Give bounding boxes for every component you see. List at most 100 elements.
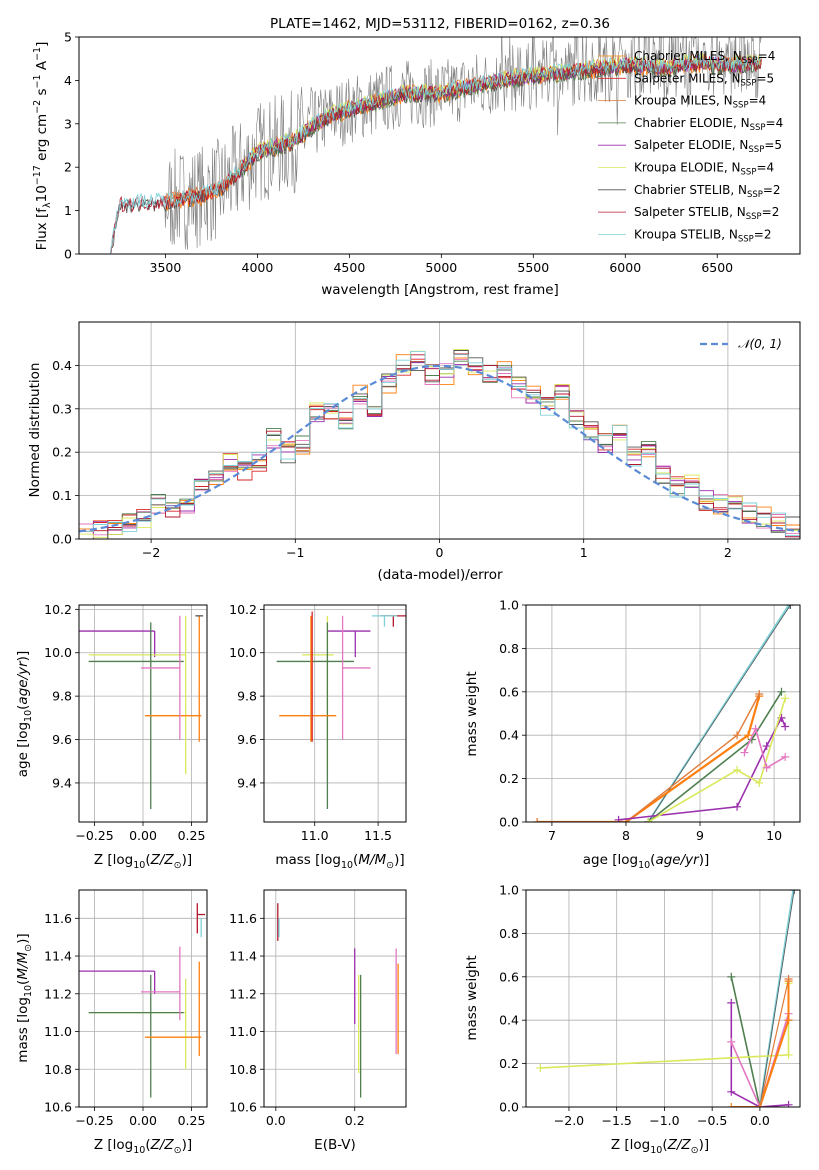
legend-label: Kroupa MILES, N xyxy=(634,94,733,108)
age-vs-Z-plot-area xyxy=(79,605,207,822)
legend-label: Chabrier ELODIE, N xyxy=(634,116,750,130)
y-tick-label: 1.0 xyxy=(499,598,519,613)
point-marker xyxy=(733,802,742,811)
legend-sub: SSP xyxy=(748,145,764,155)
label-part: ⊙ xyxy=(386,860,394,871)
legend-label: Salpeter MILES, N xyxy=(634,71,741,85)
legend-entry: Chabrier MILES, NSSP=4 xyxy=(634,49,775,66)
x-axis-label: (data-model)/error xyxy=(377,567,503,583)
y-axis-label: mass weight xyxy=(464,955,480,1040)
y-tick-label: 0.2 xyxy=(499,771,519,786)
y-tick-label: 11.0 xyxy=(229,1024,257,1039)
x-tick-label: 2 xyxy=(724,545,732,560)
x-axis-label: Z [log10(Z/Z⊙)] xyxy=(611,1137,709,1156)
line-kroupa-elodie xyxy=(647,698,786,822)
legend-tail: =2 xyxy=(754,227,772,241)
y-tick-label: 11.2 xyxy=(44,986,72,1001)
y-tick-label: 9.8 xyxy=(52,689,72,704)
y-tick-label: 0.8 xyxy=(499,641,519,656)
label-part: ⊙ xyxy=(174,1145,182,1156)
point-marker xyxy=(644,818,653,822)
y-tick-label: 0.6 xyxy=(499,684,519,699)
legend-tail: =5 xyxy=(764,138,782,152)
legend-entry: Salpeter STELIB, NSSP=2 xyxy=(634,205,779,222)
label-part: M/M xyxy=(15,951,31,979)
x-tick-label: 0.0 xyxy=(750,1113,770,1128)
label-part: mass [log xyxy=(15,997,31,1063)
weight-vs-age-plot-area xyxy=(526,605,800,822)
point-marker xyxy=(727,998,736,1007)
point-marker xyxy=(727,972,736,981)
line-stelib-2 xyxy=(759,890,795,1107)
y-tick-label: 9.4 xyxy=(52,775,72,790)
point-marker xyxy=(727,1037,736,1046)
point-marker xyxy=(744,731,753,740)
legend-sub: SSP xyxy=(746,212,762,222)
point-marker xyxy=(614,815,623,822)
legend-tail: =4 xyxy=(766,116,784,130)
label-part: mass [log xyxy=(275,852,341,868)
point-marker xyxy=(727,1087,736,1096)
legend-tail: =4 xyxy=(749,94,767,108)
legend-sub: SSP xyxy=(747,190,763,200)
x-tick-label: 10 xyxy=(766,828,782,843)
point-marker xyxy=(784,974,793,983)
y-axis-label: Normed distribution xyxy=(27,363,43,498)
label-part: −1 xyxy=(32,47,43,61)
legend-sub: SSP xyxy=(741,168,757,178)
label-part: age/yr xyxy=(655,852,700,868)
x-tick-label: 3500 xyxy=(150,260,182,275)
y-tick-label: 11.2 xyxy=(229,986,257,1001)
model-spectrum-7 xyxy=(110,55,762,253)
y-tick-label: 11.0 xyxy=(44,1024,72,1039)
point-marker xyxy=(733,731,742,740)
legend-label: Chabrier MILES, N xyxy=(634,49,742,63)
legend-label: Chabrier STELIB, N xyxy=(634,183,747,197)
y-tick-label: 10.6 xyxy=(229,1100,257,1115)
x-tick-label: 0.00 xyxy=(129,828,157,843)
x-tick-label: 0.25 xyxy=(178,1113,206,1128)
line-salpeter xyxy=(730,1002,789,1107)
x-tick-label: 4500 xyxy=(333,260,365,275)
age-vs-mass-plot-area xyxy=(264,605,406,822)
legend-label: Salpeter STELIB, N xyxy=(634,205,746,219)
legend-entry: Kroupa ELODIE, NSSP=4 xyxy=(634,161,774,178)
y-axis-label: mass weight xyxy=(464,671,480,756)
point-marker xyxy=(762,742,771,751)
y-tick-label: 0.3 xyxy=(52,401,72,416)
label-part: Flux [f xyxy=(34,207,50,251)
y-tick-label: 0.1 xyxy=(52,488,72,503)
label-part: ( xyxy=(145,1137,150,1153)
legend-entry: Kroupa MILES, NSSP=4 xyxy=(634,94,766,111)
x-tick-label: −1.5 xyxy=(602,1113,632,1128)
y-tick-label: 0.8 xyxy=(499,926,519,941)
chart-title: PLATE=1462, MJD=53112, FIBERID=0162, z=0… xyxy=(270,16,610,32)
y-tick-label: 10.2 xyxy=(44,602,72,617)
label-part: s xyxy=(34,88,50,99)
label-part: )] xyxy=(699,1137,710,1153)
label-part: erg cm xyxy=(34,114,50,165)
label-part: 10 xyxy=(34,185,50,202)
label-part: Z/Z xyxy=(150,852,175,868)
y-tick-label: 9.8 xyxy=(237,689,257,704)
label-part: ( xyxy=(145,852,150,868)
x-tick-label: −1 xyxy=(286,545,304,560)
y-tick-label: 5 xyxy=(64,30,72,45)
label-part: Z [log xyxy=(94,852,133,868)
y-tick-label: 0.0 xyxy=(52,532,72,547)
legend-sub: SSP xyxy=(750,123,766,133)
age-vs-mass-frame xyxy=(263,604,407,823)
point-marker xyxy=(777,687,786,696)
point-marker xyxy=(762,763,771,772)
label-part: 10 xyxy=(650,1145,662,1156)
label-part: 10 xyxy=(341,860,353,871)
mass-vs-Z-plot-area xyxy=(79,890,207,1107)
label-part: ( xyxy=(15,980,31,985)
label-part: A xyxy=(34,60,50,74)
x-tick-label: 6500 xyxy=(701,260,733,275)
x-tick-label: 9 xyxy=(696,828,704,843)
label-part: )] xyxy=(15,933,31,944)
label-part: −2 xyxy=(32,100,43,114)
label-part: Z [log xyxy=(611,1137,650,1153)
